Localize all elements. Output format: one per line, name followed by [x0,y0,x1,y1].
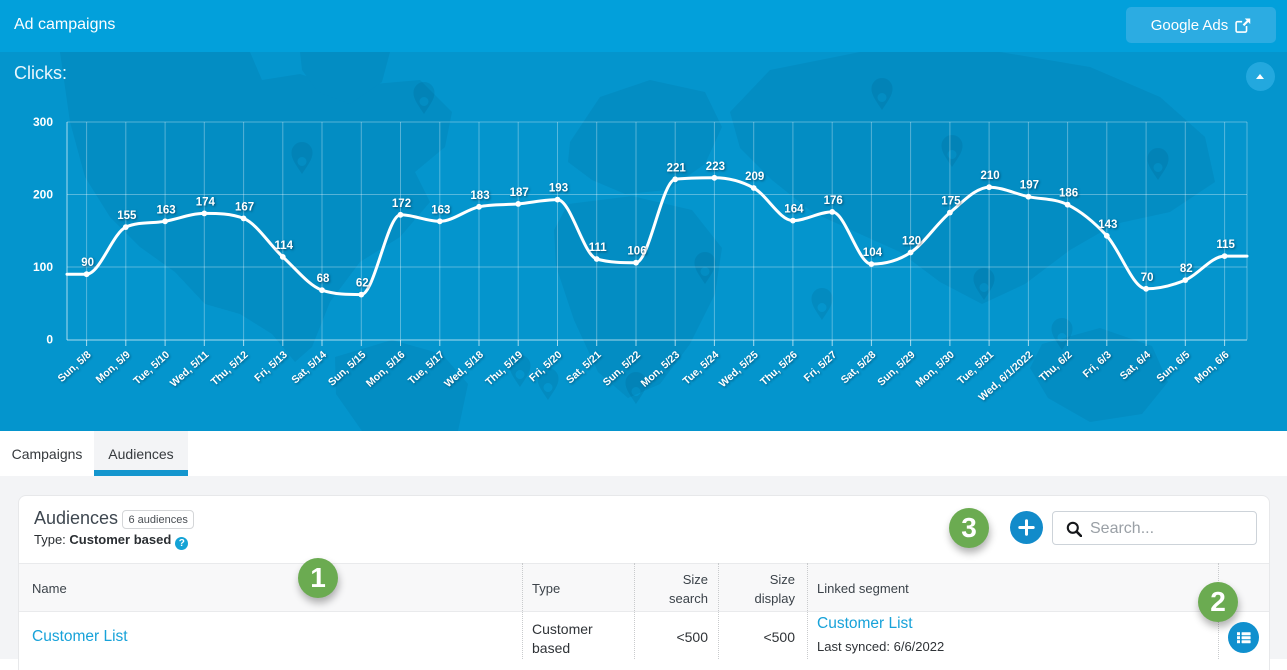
svg-text:114: 114 [275,240,294,252]
svg-text:Thu, 5/26: Thu, 5/26 [758,349,800,388]
svg-text:164: 164 [784,204,804,216]
svg-text:Wed, 5/25: Wed, 5/25 [717,349,761,390]
svg-text:163: 163 [157,204,176,216]
svg-text:Tue, 5/10: Tue, 5/10 [131,349,172,388]
svg-text:223: 223 [706,161,725,173]
svg-text:175: 175 [941,196,961,208]
svg-text:209: 209 [745,171,764,183]
svg-text:90: 90 [81,257,94,269]
svg-text:300: 300 [33,115,53,129]
svg-text:104: 104 [863,247,883,259]
svg-text:Sun, 5/29: Sun, 5/29 [875,349,917,389]
svg-text:82: 82 [1180,263,1193,275]
svg-text:70: 70 [1141,272,1154,284]
svg-text:197: 197 [1020,180,1039,192]
svg-text:176: 176 [824,195,843,207]
svg-text:Fri, 5/27: Fri, 5/27 [802,349,840,385]
svg-text:0: 0 [46,333,53,347]
svg-text:167: 167 [235,201,254,213]
svg-text:68: 68 [317,273,330,285]
svg-text:210: 210 [981,170,1000,182]
svg-text:Mon, 5/30: Mon, 5/30 [913,349,957,390]
svg-text:100: 100 [33,260,53,274]
svg-text:Mon, 5/9: Mon, 5/9 [94,349,133,386]
svg-text:111: 111 [589,242,608,254]
svg-text:200: 200 [33,188,53,202]
svg-text:Sat, 5/28: Sat, 5/28 [839,349,879,387]
svg-text:Fri, 5/13: Fri, 5/13 [252,349,290,385]
svg-text:183: 183 [470,190,489,202]
svg-text:Thu, 5/12: Thu, 5/12 [209,349,251,388]
svg-text:62: 62 [356,278,369,290]
svg-text:187: 187 [510,187,529,199]
svg-text:115: 115 [1216,239,1235,251]
svg-text:Mon, 6/6: Mon, 6/6 [1192,349,1231,386]
svg-text:155: 155 [117,210,137,222]
svg-text:Tue, 5/24: Tue, 5/24 [681,349,722,388]
svg-text:120: 120 [902,236,921,248]
svg-text:Sun, 5/8: Sun, 5/8 [56,349,94,385]
svg-text:106: 106 [627,246,646,258]
svg-text:163: 163 [431,204,450,216]
svg-text:Wed, 5/11: Wed, 5/11 [168,349,212,390]
svg-text:186: 186 [1059,188,1078,200]
svg-text:221: 221 [667,162,687,174]
svg-text:143: 143 [1098,219,1117,231]
svg-text:193: 193 [549,183,568,195]
svg-text:172: 172 [392,198,411,210]
svg-text:174: 174 [196,196,216,208]
